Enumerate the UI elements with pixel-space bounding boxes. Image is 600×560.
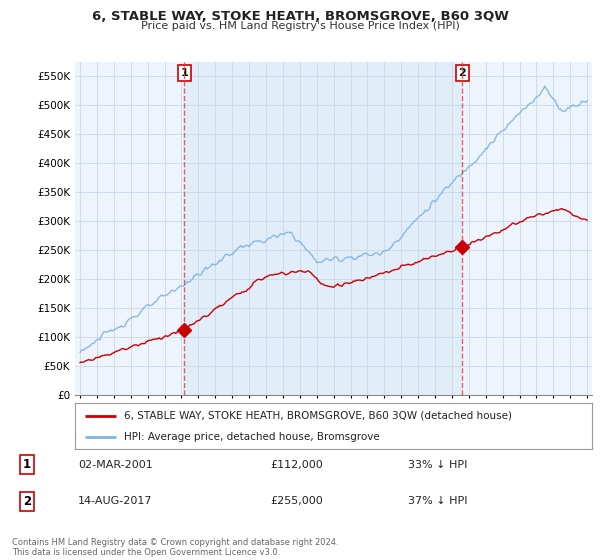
Text: 37% ↓ HPI: 37% ↓ HPI	[408, 496, 467, 506]
Text: 6, STABLE WAY, STOKE HEATH, BROMSGROVE, B60 3QW: 6, STABLE WAY, STOKE HEATH, BROMSGROVE, …	[92, 10, 508, 23]
Text: 1: 1	[181, 68, 188, 78]
Text: £112,000: £112,000	[270, 460, 323, 470]
Text: HPI: Average price, detached house, Bromsgrove: HPI: Average price, detached house, Brom…	[124, 432, 380, 442]
Text: £255,000: £255,000	[270, 496, 323, 506]
Text: 2: 2	[23, 494, 31, 508]
Text: 2: 2	[458, 68, 466, 78]
Bar	[184, 62, 463, 395]
Text: Contains HM Land Registry data © Crown copyright and database right 2024.
This d: Contains HM Land Registry data © Crown c…	[12, 538, 338, 557]
Text: Price paid vs. HM Land Registry's House Price Index (HPI): Price paid vs. HM Land Registry's House …	[140, 21, 460, 31]
Text: 14-AUG-2017: 14-AUG-2017	[78, 496, 152, 506]
Text: 02-MAR-2001: 02-MAR-2001	[78, 460, 153, 470]
Text: 6, STABLE WAY, STOKE HEATH, BROMSGROVE, B60 3QW (detached house): 6, STABLE WAY, STOKE HEATH, BROMSGROVE, …	[124, 410, 512, 421]
Text: 1: 1	[23, 458, 31, 472]
Text: 33% ↓ HPI: 33% ↓ HPI	[408, 460, 467, 470]
